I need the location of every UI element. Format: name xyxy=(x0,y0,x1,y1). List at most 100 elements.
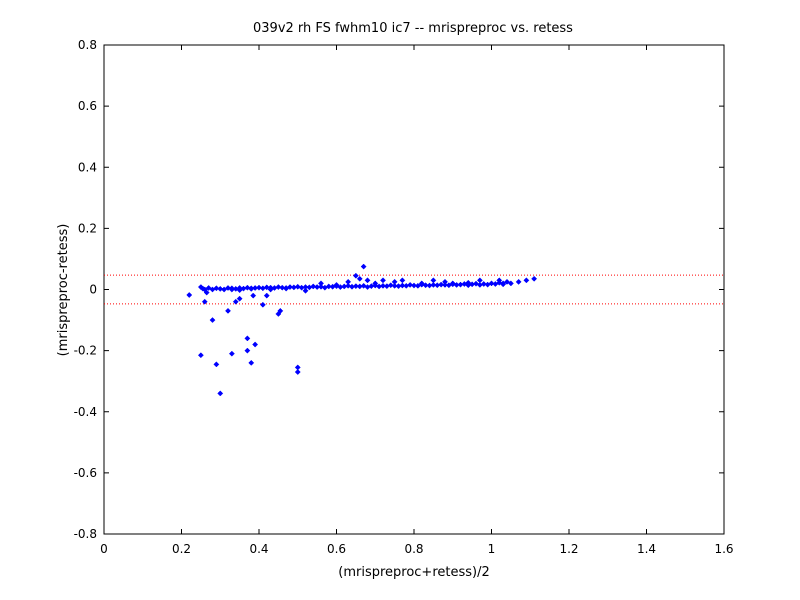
data-point xyxy=(228,350,235,357)
data-point xyxy=(442,281,448,288)
y-tick-label: 0.6 xyxy=(78,99,97,113)
y-tick-label: 0.8 xyxy=(78,38,97,52)
data-point xyxy=(248,285,255,292)
reference-lines xyxy=(104,274,724,305)
y-tick-label: -0.6 xyxy=(74,466,97,480)
data-points xyxy=(186,263,538,397)
data-point xyxy=(201,298,208,305)
data-point xyxy=(217,285,224,292)
data-point xyxy=(236,295,243,302)
x-tick-label: 0.6 xyxy=(327,542,346,556)
data-point xyxy=(213,361,220,368)
y-axis-ticks: -0.8 -0.6 -0.4 -0.2 0 0.2 0.4 0.6 0.8 xyxy=(74,38,724,541)
chart-title: 039v2 rh FS fwhm10 ic7 -- mrispreproc vs… xyxy=(253,21,573,36)
x-tick-label: 1.4 xyxy=(637,542,656,556)
data-point xyxy=(259,301,266,308)
data-point xyxy=(213,285,220,292)
x-tick-label: 1.6 xyxy=(714,542,733,556)
data-point xyxy=(225,307,231,314)
data-point xyxy=(228,286,235,293)
data-point xyxy=(277,307,284,314)
data-point xyxy=(225,285,231,291)
y-tick-label: 0.4 xyxy=(78,160,97,174)
x-axis-ticks: 0 0.2 0.4 0.6 0.8 1 1.2 1.4 1.6 xyxy=(100,45,734,556)
data-point xyxy=(418,280,425,287)
data-point xyxy=(244,335,251,342)
data-point xyxy=(399,277,406,284)
data-point xyxy=(345,282,352,289)
data-point xyxy=(465,279,472,286)
data-point xyxy=(480,281,487,287)
data-point xyxy=(275,284,282,291)
data-point xyxy=(500,280,507,287)
data-point xyxy=(279,284,286,291)
data-point xyxy=(391,282,398,289)
data-point xyxy=(449,280,456,287)
data-point xyxy=(438,281,445,288)
data-point xyxy=(232,298,239,305)
x-tick-label: 0.4 xyxy=(249,542,268,556)
data-point xyxy=(345,278,352,285)
data-point xyxy=(476,277,483,284)
data-point xyxy=(364,277,371,284)
y-tick-label: 0 xyxy=(89,283,97,297)
plot-area xyxy=(103,44,725,535)
y-tick-label: -0.8 xyxy=(74,527,97,541)
data-point xyxy=(318,283,324,290)
data-point xyxy=(263,292,270,299)
data-point xyxy=(531,275,538,282)
data-point xyxy=(430,281,437,288)
data-point xyxy=(360,263,367,270)
data-point xyxy=(205,285,212,291)
x-tick-label: 0.8 xyxy=(404,542,423,556)
x-tick-label: 0 xyxy=(100,542,108,556)
data-point xyxy=(197,352,204,359)
y-tick-label: -0.4 xyxy=(74,405,97,419)
data-point xyxy=(380,282,386,289)
data-point xyxy=(372,280,379,287)
data-point xyxy=(244,347,251,354)
y-tick-label: -0.2 xyxy=(74,344,97,358)
data-point xyxy=(186,292,193,298)
data-point xyxy=(352,272,359,279)
y-axis-label: (mrispreproc-retess) xyxy=(56,224,71,357)
data-point xyxy=(399,282,406,289)
data-point xyxy=(318,280,324,287)
data-point xyxy=(294,283,301,290)
data-point xyxy=(352,283,359,290)
data-point xyxy=(356,275,363,282)
data-point xyxy=(256,284,262,291)
data-point xyxy=(209,317,216,324)
data-point xyxy=(515,278,522,285)
data-point xyxy=(523,277,530,284)
data-point xyxy=(507,280,514,287)
data-point xyxy=(488,280,495,287)
data-point xyxy=(263,284,270,291)
y-tick-label: 0.2 xyxy=(78,221,97,235)
data-point xyxy=(407,281,414,288)
data-point xyxy=(411,282,417,289)
data-point xyxy=(442,278,448,285)
data-point xyxy=(252,341,259,348)
data-point xyxy=(267,286,274,293)
data-point xyxy=(333,281,340,288)
data-point xyxy=(391,278,398,285)
data-point xyxy=(310,283,317,290)
data-point xyxy=(294,369,301,375)
data-point xyxy=(387,282,394,289)
data-point xyxy=(430,277,437,284)
data-point xyxy=(248,359,255,366)
data-point xyxy=(217,390,224,397)
data-point xyxy=(325,283,332,290)
x-tick-label: 0.2 xyxy=(172,542,191,556)
x-axis-label: (mrispreproc+retess)/2 xyxy=(338,565,490,580)
data-point xyxy=(250,292,257,299)
x-tick-label: 1 xyxy=(488,542,496,556)
data-point xyxy=(496,277,503,284)
data-point xyxy=(283,285,290,292)
data-point xyxy=(236,287,243,294)
data-point xyxy=(302,287,309,294)
x-tick-label: 1.2 xyxy=(559,542,578,556)
data-point xyxy=(380,277,386,284)
